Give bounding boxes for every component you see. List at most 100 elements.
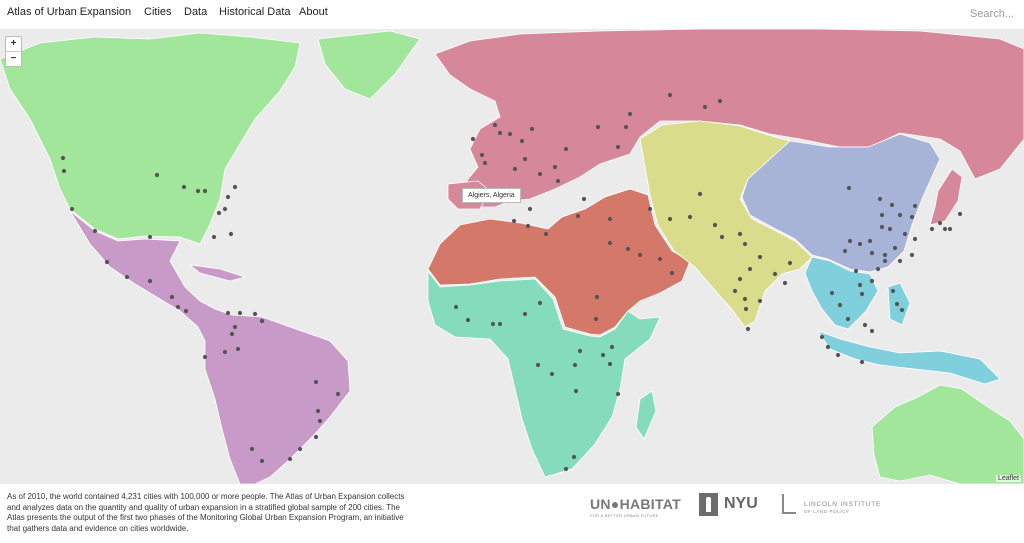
city-marker[interactable] bbox=[835, 352, 841, 358]
city-marker[interactable] bbox=[552, 164, 558, 170]
city-marker[interactable] bbox=[572, 362, 578, 368]
city-marker[interactable] bbox=[607, 240, 613, 246]
zoom-in-button[interactable]: + bbox=[10, 38, 17, 49]
city-marker[interactable] bbox=[825, 344, 831, 350]
city-marker[interactable] bbox=[69, 206, 75, 212]
city-marker[interactable] bbox=[222, 349, 228, 355]
city-marker[interactable] bbox=[867, 238, 873, 244]
city-marker[interactable] bbox=[600, 352, 606, 358]
city-marker[interactable] bbox=[667, 216, 673, 222]
city-marker[interactable] bbox=[743, 306, 749, 312]
city-marker[interactable] bbox=[511, 218, 517, 224]
city-marker[interactable] bbox=[124, 274, 130, 280]
city-marker[interactable] bbox=[61, 168, 67, 174]
leaflet-attribution-link[interactable]: Leaflet bbox=[995, 475, 1021, 482]
city-marker[interactable] bbox=[857, 241, 863, 247]
city-marker[interactable] bbox=[862, 322, 868, 328]
city-marker[interactable] bbox=[313, 434, 319, 440]
city-marker[interactable] bbox=[594, 294, 600, 300]
world-map[interactable]: + − Algiers, Algeria Leaflet bbox=[0, 29, 1024, 484]
city-marker[interactable] bbox=[732, 288, 738, 294]
city-marker[interactable] bbox=[225, 310, 231, 316]
city-marker[interactable] bbox=[942, 226, 948, 232]
city-marker[interactable] bbox=[202, 188, 208, 194]
zoom-out-button[interactable]: − bbox=[6, 51, 21, 66]
city-marker[interactable] bbox=[465, 317, 471, 323]
city-marker[interactable] bbox=[859, 359, 865, 365]
city-marker[interactable] bbox=[104, 259, 110, 265]
city-marker[interactable] bbox=[60, 155, 66, 161]
city-marker[interactable] bbox=[453, 304, 459, 310]
city-marker[interactable] bbox=[497, 130, 503, 136]
city-marker[interactable] bbox=[147, 234, 153, 240]
city-marker[interactable] bbox=[887, 226, 893, 232]
city-marker[interactable] bbox=[742, 241, 748, 247]
city-marker[interactable] bbox=[847, 238, 853, 244]
city-marker[interactable] bbox=[902, 231, 908, 237]
city-marker[interactable] bbox=[669, 270, 675, 276]
city-marker[interactable] bbox=[519, 138, 525, 144]
unhabitat-logo[interactable]: UN●HABITAT FOR A BETTER URBAN FUTURE bbox=[590, 496, 681, 518]
nav-about[interactable]: About bbox=[299, 6, 328, 18]
city-marker[interactable] bbox=[222, 206, 228, 212]
city-marker[interactable] bbox=[555, 178, 561, 184]
city-marker[interactable] bbox=[869, 250, 875, 256]
city-marker[interactable] bbox=[232, 184, 238, 190]
city-marker[interactable] bbox=[228, 231, 234, 237]
city-marker[interactable] bbox=[297, 446, 303, 452]
city-marker[interactable] bbox=[937, 220, 943, 226]
city-marker[interactable] bbox=[507, 131, 513, 137]
city-marker[interactable] bbox=[637, 252, 643, 258]
nav-cities[interactable]: Cities bbox=[144, 6, 172, 18]
city-marker[interactable] bbox=[819, 334, 825, 340]
city-marker[interactable] bbox=[837, 302, 843, 308]
city-marker[interactable] bbox=[252, 311, 258, 317]
city-marker[interactable] bbox=[757, 254, 763, 260]
city-marker[interactable] bbox=[882, 258, 888, 264]
city-marker[interactable] bbox=[879, 224, 885, 230]
city-marker[interactable] bbox=[470, 136, 476, 142]
city-marker[interactable] bbox=[747, 266, 753, 272]
city-marker[interactable] bbox=[890, 288, 896, 294]
city-marker[interactable] bbox=[535, 362, 541, 368]
city-marker[interactable] bbox=[745, 326, 751, 332]
city-marker[interactable] bbox=[829, 290, 835, 296]
city-marker[interactable] bbox=[607, 361, 613, 367]
city-marker[interactable] bbox=[897, 212, 903, 218]
city-marker[interactable] bbox=[892, 245, 898, 251]
city-marker[interactable] bbox=[846, 185, 852, 191]
city-marker[interactable] bbox=[875, 266, 881, 272]
city-marker[interactable] bbox=[527, 206, 533, 212]
city-marker[interactable] bbox=[737, 231, 743, 237]
city-marker[interactable] bbox=[912, 203, 918, 209]
city-marker[interactable] bbox=[154, 172, 160, 178]
city-marker[interactable] bbox=[512, 166, 518, 172]
city-marker[interactable] bbox=[335, 391, 341, 397]
city-marker[interactable] bbox=[537, 171, 543, 177]
city-marker[interactable] bbox=[742, 296, 748, 302]
city-marker[interactable] bbox=[482, 160, 488, 166]
city-marker[interactable] bbox=[623, 124, 629, 130]
city-marker[interactable] bbox=[577, 348, 583, 354]
city-marker[interactable] bbox=[853, 268, 859, 274]
city-marker[interactable] bbox=[175, 304, 181, 310]
city-marker[interactable] bbox=[575, 213, 581, 219]
city-marker[interactable] bbox=[909, 252, 915, 258]
city-marker[interactable] bbox=[249, 446, 255, 452]
city-marker[interactable] bbox=[202, 354, 208, 360]
city-marker[interactable] bbox=[615, 391, 621, 397]
city-marker[interactable] bbox=[225, 194, 231, 200]
city-marker[interactable] bbox=[492, 122, 498, 128]
city-marker[interactable] bbox=[169, 294, 175, 300]
city-marker[interactable] bbox=[229, 331, 235, 337]
city-marker[interactable] bbox=[857, 282, 863, 288]
city-marker[interactable] bbox=[687, 214, 693, 220]
city-marker[interactable] bbox=[581, 196, 587, 202]
city-marker[interactable] bbox=[195, 188, 201, 194]
city-marker[interactable] bbox=[232, 324, 238, 330]
city-marker[interactable] bbox=[757, 298, 763, 304]
city-marker[interactable] bbox=[717, 98, 723, 104]
city-marker[interactable] bbox=[563, 146, 569, 152]
city-marker[interactable] bbox=[899, 307, 905, 313]
city-marker[interactable] bbox=[859, 291, 865, 297]
